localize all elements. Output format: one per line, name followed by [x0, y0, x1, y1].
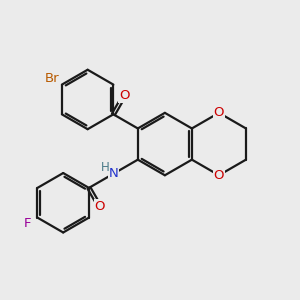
Text: N: N: [109, 167, 118, 180]
Text: F: F: [24, 217, 32, 230]
Text: O: O: [214, 169, 224, 182]
Text: O: O: [214, 106, 224, 119]
Text: Br: Br: [45, 73, 59, 85]
Text: O: O: [119, 89, 129, 102]
Text: O: O: [94, 200, 105, 213]
Text: H: H: [101, 161, 110, 174]
